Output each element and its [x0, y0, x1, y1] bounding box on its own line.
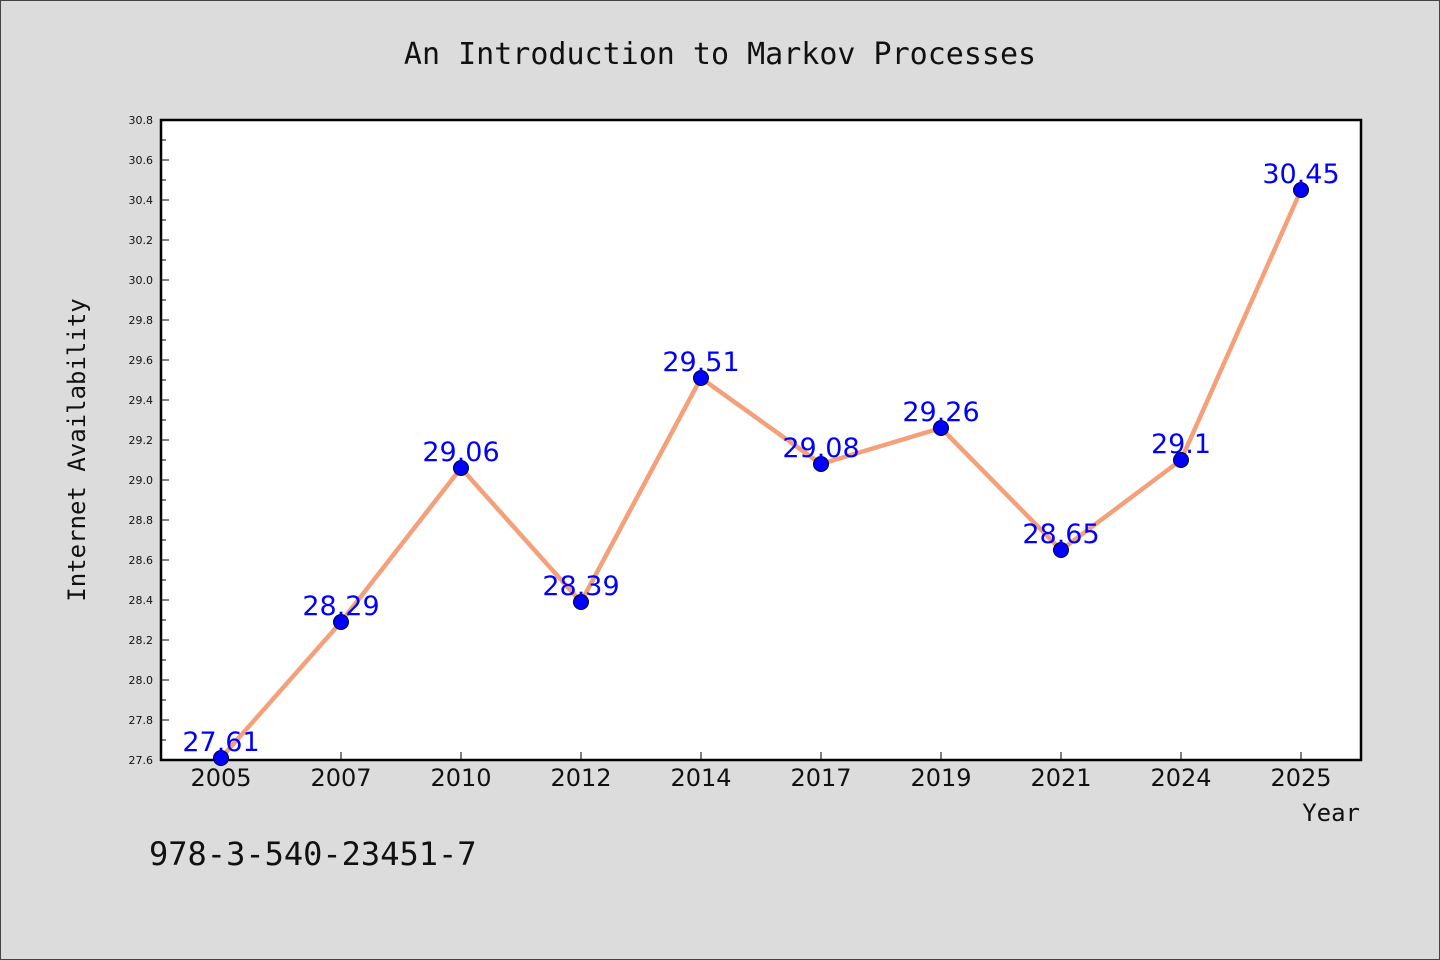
x-tick-label: 2010	[430, 764, 491, 792]
data-point	[213, 750, 229, 766]
x-tick-label: 2025	[1270, 764, 1331, 792]
data-point	[453, 460, 469, 476]
data-label: 28.39	[542, 571, 619, 602]
data-label: 29.26	[902, 397, 979, 428]
data-label: 28.29	[302, 591, 379, 622]
plot-area	[159, 118, 1363, 762]
isbn-note: 978-3-540-23451-7	[149, 835, 477, 873]
x-tick-label: 2017	[790, 764, 851, 792]
data-point	[1053, 542, 1069, 558]
y-tick-label: 28.6	[129, 554, 154, 567]
data-point	[333, 614, 349, 630]
x-tick-label: 2019	[910, 764, 971, 792]
data-point	[1173, 452, 1189, 468]
data-labels: 27.61 28.29 29.06 28.39 29.51 29.08 29.26 28.65…	[182, 159, 1339, 758]
y-tick-label: 30.6	[129, 154, 154, 167]
y-axis: 27.6 27.8 28.0 28.2 28.4 28.6 28.8 29.0 29.2 29.4…	[129, 114, 169, 767]
y-tick-label: 28.8	[129, 514, 154, 527]
y-tick-label: 28.2	[129, 634, 154, 647]
data-points	[213, 182, 1309, 766]
data-label: 29.06	[422, 437, 499, 468]
data-label: 29.51	[662, 347, 739, 378]
y-tick-label: 30.4	[129, 194, 154, 207]
y-tick-label: 30.8	[129, 114, 154, 127]
y-tick-label: 30.2	[129, 234, 154, 247]
data-label: 29.08	[782, 433, 859, 464]
series-line	[218, 187, 1304, 761]
chart-title: An Introduction to Markov Processes	[404, 37, 1036, 72]
y-tick-label: 28.0	[129, 674, 154, 687]
data-point	[813, 456, 829, 472]
y-tick-label: 29.8	[129, 314, 154, 327]
y-tick-label: 29.0	[129, 474, 154, 487]
data-point	[1293, 182, 1309, 198]
data-point	[573, 594, 589, 610]
data-point	[693, 370, 709, 386]
x-axis: 2005 2007 2010 2012 2014 2017 2019 2021 2024 2025	[190, 752, 1332, 792]
x-axis-label: Year	[1302, 799, 1360, 827]
y-tick-label: 27.8	[129, 714, 154, 727]
data-label: 29.1	[1151, 429, 1211, 460]
x-tick-label: 2007	[310, 764, 371, 792]
y-tick-label: 27.6	[129, 754, 154, 767]
y-tick-label: 29.2	[129, 434, 154, 447]
y-tick-label: 28.4	[129, 594, 154, 607]
y-axis-label: Internet Availability	[63, 298, 91, 601]
y-tick-label: 29.6	[129, 354, 154, 367]
x-tick-label: 2014	[670, 764, 731, 792]
data-label: 28.65	[1022, 519, 1099, 550]
x-tick-label: 2024	[1150, 764, 1211, 792]
x-tick-label: 2012	[550, 764, 611, 792]
y-tick-label: 30.0	[129, 274, 154, 287]
data-label: 27.61	[182, 727, 259, 758]
x-tick-label: 2005	[190, 764, 251, 792]
x-tick-label: 2021	[1030, 764, 1091, 792]
data-label: 30.45	[1262, 159, 1339, 190]
data-point	[933, 420, 949, 436]
y-tick-label: 29.4	[129, 394, 154, 407]
